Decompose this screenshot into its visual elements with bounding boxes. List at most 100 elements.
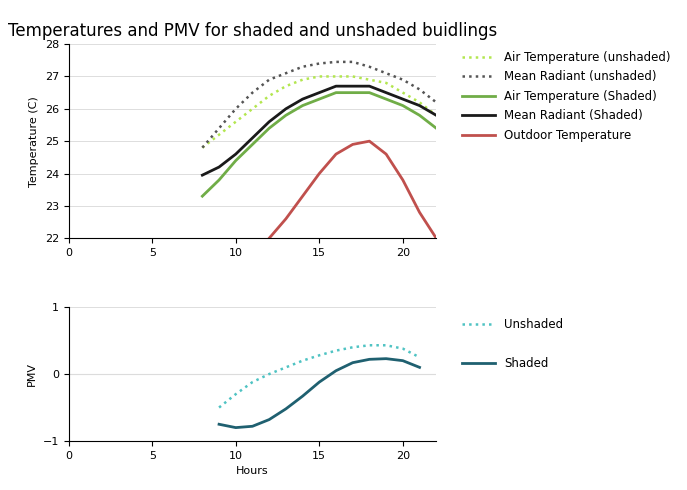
Shaded xyxy=(398,358,407,364)
Mean Radiant (unshaded) xyxy=(432,99,440,105)
Unshaded xyxy=(315,352,324,358)
Air Temperature (Shaded) xyxy=(282,112,290,118)
Shaded xyxy=(232,425,240,431)
Mean Radiant (Shaded) xyxy=(432,112,440,118)
Unshaded xyxy=(398,345,407,351)
Mean Radiant (unshaded) xyxy=(199,145,207,150)
Mean Radiant (Shaded) xyxy=(332,83,340,89)
Outdoor Temperature xyxy=(432,235,440,241)
Mean Radiant (Shaded) xyxy=(249,135,257,141)
Shaded xyxy=(315,379,324,385)
Shaded xyxy=(282,406,290,412)
Air Temperature (Shaded) xyxy=(432,125,440,131)
Mean Radiant (unshaded) xyxy=(315,61,324,67)
Mean Radiant (Shaded) xyxy=(265,119,273,124)
Unshaded xyxy=(298,358,306,364)
Air Temperature (unshaded) xyxy=(332,74,340,79)
Mean Radiant (Shaded) xyxy=(398,96,407,102)
Mean Radiant (Shaded) xyxy=(215,164,223,170)
Air Temperature (unshaded) xyxy=(249,106,257,112)
Legend: Air Temperature (unshaded), Mean Radiant (unshaded), Air Temperature (Shaded), M: Air Temperature (unshaded), Mean Radiant… xyxy=(457,46,675,147)
Mean Radiant (unshaded) xyxy=(265,77,273,83)
Shaded xyxy=(382,356,390,362)
Shaded xyxy=(416,365,424,370)
Air Temperature (Shaded) xyxy=(382,96,390,102)
Line: Mean Radiant (unshaded): Mean Radiant (unshaded) xyxy=(203,62,436,147)
Air Temperature (Shaded) xyxy=(315,96,324,102)
Mean Radiant (unshaded) xyxy=(249,90,257,96)
Outdoor Temperature xyxy=(348,142,357,147)
Unshaded xyxy=(265,371,273,377)
Unshaded xyxy=(416,354,424,360)
Air Temperature (unshaded) xyxy=(432,112,440,118)
Mean Radiant (Shaded) xyxy=(382,90,390,96)
Outdoor Temperature xyxy=(315,171,324,176)
Air Temperature (unshaded) xyxy=(282,83,290,89)
Air Temperature (unshaded) xyxy=(382,80,390,86)
Air Temperature (unshaded) xyxy=(232,119,240,124)
Outdoor Temperature xyxy=(398,177,407,183)
Mean Radiant (unshaded) xyxy=(332,59,340,65)
Mean Radiant (unshaded) xyxy=(398,77,407,83)
Shaded xyxy=(348,360,357,366)
Air Temperature (Shaded) xyxy=(332,90,340,96)
Unshaded xyxy=(332,348,340,354)
Air Temperature (unshaded) xyxy=(416,99,424,105)
Outdoor Temperature xyxy=(298,193,306,199)
Mean Radiant (unshaded) xyxy=(232,106,240,112)
Air Temperature (Shaded) xyxy=(249,142,257,147)
Mean Radiant (unshaded) xyxy=(382,70,390,76)
Y-axis label: PMV: PMV xyxy=(27,362,37,386)
Line: Unshaded: Unshaded xyxy=(219,345,420,408)
Air Temperature (unshaded) xyxy=(298,77,306,83)
Unshaded xyxy=(282,365,290,370)
Air Temperature (unshaded) xyxy=(199,145,207,150)
Mean Radiant (Shaded) xyxy=(416,102,424,108)
Air Temperature (unshaded) xyxy=(348,74,357,79)
Air Temperature (Shaded) xyxy=(416,112,424,118)
Outdoor Temperature xyxy=(332,151,340,157)
Mean Radiant (Shaded) xyxy=(282,106,290,112)
Air Temperature (Shaded) xyxy=(298,102,306,108)
Line: Shaded: Shaded xyxy=(219,359,420,428)
Outdoor Temperature xyxy=(416,209,424,215)
Shaded xyxy=(249,423,257,429)
Unshaded xyxy=(365,343,374,348)
Shaded xyxy=(332,368,340,374)
Mean Radiant (unshaded) xyxy=(298,64,306,70)
Shaded xyxy=(365,356,374,362)
Air Temperature (Shaded) xyxy=(398,102,407,108)
Outdoor Temperature xyxy=(382,151,390,157)
Shaded xyxy=(215,421,223,427)
Shaded xyxy=(298,393,306,399)
Unshaded xyxy=(348,344,357,350)
Air Temperature (Shaded) xyxy=(265,125,273,131)
Line: Outdoor Temperature: Outdoor Temperature xyxy=(269,141,436,238)
X-axis label: Hours: Hours xyxy=(236,466,269,476)
Legend: Unshaded, Shaded: Unshaded, Shaded xyxy=(457,313,568,374)
Air Temperature (Shaded) xyxy=(232,158,240,164)
Air Temperature (unshaded) xyxy=(315,74,324,79)
Outdoor Temperature xyxy=(282,216,290,222)
Air Temperature (Shaded) xyxy=(215,177,223,183)
Mean Radiant (unshaded) xyxy=(215,125,223,131)
Line: Air Temperature (unshaded): Air Temperature (unshaded) xyxy=(203,76,436,147)
Air Temperature (Shaded) xyxy=(199,193,207,199)
Unshaded xyxy=(232,391,240,397)
Outdoor Temperature xyxy=(365,138,374,144)
Air Temperature (unshaded) xyxy=(398,90,407,96)
Mean Radiant (Shaded) xyxy=(348,83,357,89)
Mean Radiant (Shaded) xyxy=(199,172,207,178)
Unshaded xyxy=(382,343,390,348)
Mean Radiant (Shaded) xyxy=(365,83,374,89)
Air Temperature (Shaded) xyxy=(348,90,357,96)
Mean Radiant (Shaded) xyxy=(298,96,306,102)
Line: Air Temperature (Shaded): Air Temperature (Shaded) xyxy=(203,93,436,196)
Air Temperature (unshaded) xyxy=(365,77,374,83)
Air Temperature (unshaded) xyxy=(215,132,223,138)
Mean Radiant (Shaded) xyxy=(232,151,240,157)
Unshaded xyxy=(215,405,223,411)
Mean Radiant (Shaded) xyxy=(315,90,324,96)
Mean Radiant (unshaded) xyxy=(365,64,374,70)
Mean Radiant (unshaded) xyxy=(282,70,290,76)
